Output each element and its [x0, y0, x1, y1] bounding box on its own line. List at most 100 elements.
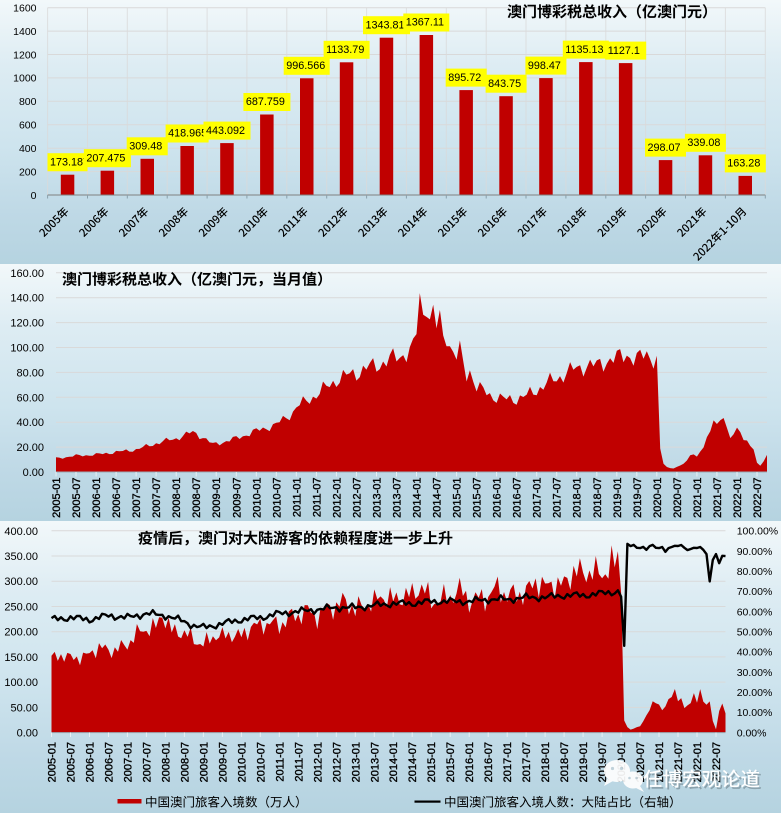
- svg-text:2007-07: 2007-07: [151, 478, 163, 518]
- svg-text:80.00%: 80.00%: [737, 566, 773, 578]
- svg-text:2022-07: 2022-07: [752, 478, 764, 518]
- svg-text:1133.79: 1133.79: [326, 44, 364, 56]
- svg-text:1367.11: 1367.11: [406, 17, 444, 29]
- svg-text:90.00%: 90.00%: [737, 546, 773, 558]
- svg-text:2019-01: 2019-01: [612, 478, 624, 518]
- svg-text:2014-01: 2014-01: [388, 742, 400, 782]
- svg-text:2020-07: 2020-07: [672, 478, 684, 518]
- svg-text:2006-01: 2006-01: [91, 478, 103, 518]
- svg-text:687.759: 687.759: [246, 96, 285, 108]
- svg-text:895.72: 895.72: [448, 72, 481, 84]
- svg-text:2016-07: 2016-07: [483, 742, 495, 782]
- svg-text:300.00: 300.00: [4, 576, 38, 588]
- svg-text:2020-07: 2020-07: [635, 742, 647, 782]
- svg-text:2018-01: 2018-01: [572, 478, 584, 518]
- svg-text:1400: 1400: [13, 26, 37, 38]
- svg-text:2011-01: 2011-01: [291, 478, 303, 518]
- svg-text:309.48: 309.48: [129, 141, 162, 153]
- svg-text:200: 200: [19, 166, 37, 178]
- svg-text:2010-01: 2010-01: [251, 478, 263, 518]
- svg-text:50.00%: 50.00%: [737, 627, 773, 639]
- svg-text:2009-07: 2009-07: [231, 478, 243, 518]
- svg-text:1200: 1200: [13, 49, 37, 61]
- svg-text:2013-07: 2013-07: [392, 478, 404, 518]
- svg-text:2009-01: 2009-01: [211, 478, 223, 518]
- svg-text:2022-01: 2022-01: [692, 742, 704, 782]
- svg-text:70.00%: 70.00%: [737, 586, 773, 598]
- svg-text:2018-07: 2018-07: [559, 742, 571, 782]
- svg-text:160.00: 160.00: [10, 268, 44, 280]
- svg-text:443.092: 443.092: [206, 125, 245, 137]
- svg-text:120.00: 120.00: [10, 318, 44, 330]
- svg-text:0.00: 0.00: [17, 728, 38, 740]
- svg-text:2019-01: 2019-01: [578, 742, 590, 782]
- svg-text:2012-01: 2012-01: [331, 478, 343, 518]
- svg-text:2017-01: 2017-01: [502, 742, 514, 782]
- svg-text:2015-01: 2015-01: [426, 742, 438, 782]
- svg-text:2005-07: 2005-07: [66, 742, 78, 782]
- svg-text:100.00: 100.00: [10, 343, 44, 355]
- svg-text:1000: 1000: [13, 73, 37, 85]
- svg-text:2008-01: 2008-01: [160, 742, 172, 782]
- svg-text:996.566: 996.566: [286, 60, 325, 72]
- svg-text:10.00%: 10.00%: [737, 707, 773, 719]
- svg-text:1127.1: 1127.1: [608, 45, 640, 57]
- svg-text:100.00: 100.00: [4, 677, 38, 689]
- svg-text:2008-07: 2008-07: [179, 742, 191, 782]
- svg-text:843.75: 843.75: [488, 78, 521, 90]
- svg-text:2012-07: 2012-07: [351, 478, 363, 518]
- svg-text:2022-01: 2022-01: [732, 478, 744, 518]
- svg-text:2009-01: 2009-01: [198, 742, 210, 782]
- svg-text:2007-01: 2007-01: [131, 478, 143, 518]
- svg-text:20.00: 20.00: [16, 442, 44, 454]
- svg-text:2006-01: 2006-01: [85, 742, 97, 782]
- svg-text:2010-01: 2010-01: [236, 742, 248, 782]
- svg-text:2008-01: 2008-01: [171, 478, 183, 518]
- svg-text:2016-01: 2016-01: [464, 742, 476, 782]
- svg-text:2006-07: 2006-07: [104, 742, 116, 782]
- svg-text:20.00%: 20.00%: [737, 687, 773, 699]
- svg-text:2020-01: 2020-01: [652, 478, 664, 518]
- svg-text:1343.81: 1343.81: [366, 19, 405, 31]
- svg-text:2013-01: 2013-01: [372, 478, 384, 518]
- svg-text:2005-01: 2005-01: [47, 742, 59, 782]
- svg-text:2011-07: 2011-07: [293, 742, 305, 782]
- svg-text:2011-01: 2011-01: [274, 742, 286, 782]
- svg-text:1600: 1600: [13, 3, 37, 15]
- svg-text:998.47: 998.47: [528, 60, 561, 72]
- svg-text:400: 400: [19, 143, 37, 155]
- svg-text:350.00: 350.00: [4, 551, 38, 563]
- svg-text:2010-07: 2010-07: [271, 478, 283, 518]
- svg-text:2017-07: 2017-07: [521, 742, 533, 782]
- svg-text:50.00: 50.00: [10, 702, 38, 714]
- svg-text:2009-07: 2009-07: [217, 742, 229, 782]
- svg-text:2016-01: 2016-01: [492, 478, 504, 518]
- svg-text:2007-07: 2007-07: [141, 742, 153, 782]
- svg-text:2015-01: 2015-01: [452, 478, 464, 518]
- svg-text:2006-07: 2006-07: [111, 478, 123, 518]
- svg-text:2012-01: 2012-01: [312, 742, 324, 782]
- svg-text:2005-07: 2005-07: [71, 478, 83, 518]
- svg-text:2013-01: 2013-01: [350, 742, 362, 782]
- svg-text:40.00%: 40.00%: [737, 647, 773, 659]
- svg-text:2014-01: 2014-01: [412, 478, 424, 518]
- svg-text:400.00: 400.00: [4, 526, 38, 538]
- svg-text:2018-07: 2018-07: [592, 478, 604, 518]
- svg-text:163.28: 163.28: [727, 158, 760, 170]
- svg-text:600: 600: [19, 120, 37, 132]
- svg-text:40.00: 40.00: [16, 417, 44, 429]
- svg-text:2015-07: 2015-07: [445, 742, 457, 782]
- svg-text:173.187: 173.187: [50, 156, 89, 168]
- svg-text:2021-07: 2021-07: [712, 478, 724, 518]
- svg-text:2017-01: 2017-01: [532, 478, 544, 518]
- svg-text:2012-07: 2012-07: [331, 742, 343, 782]
- svg-text:2014-07: 2014-07: [432, 478, 444, 518]
- svg-text:2005-01: 2005-01: [51, 478, 63, 518]
- svg-text:2007-01: 2007-01: [122, 742, 134, 782]
- svg-text:140.00: 140.00: [10, 293, 44, 305]
- svg-text:0.00: 0.00: [23, 467, 44, 479]
- svg-text:339.08: 339.08: [687, 137, 720, 149]
- svg-text:2019-07: 2019-07: [632, 478, 644, 518]
- svg-text:2021-01: 2021-01: [692, 478, 704, 518]
- svg-text:418.965: 418.965: [168, 128, 207, 140]
